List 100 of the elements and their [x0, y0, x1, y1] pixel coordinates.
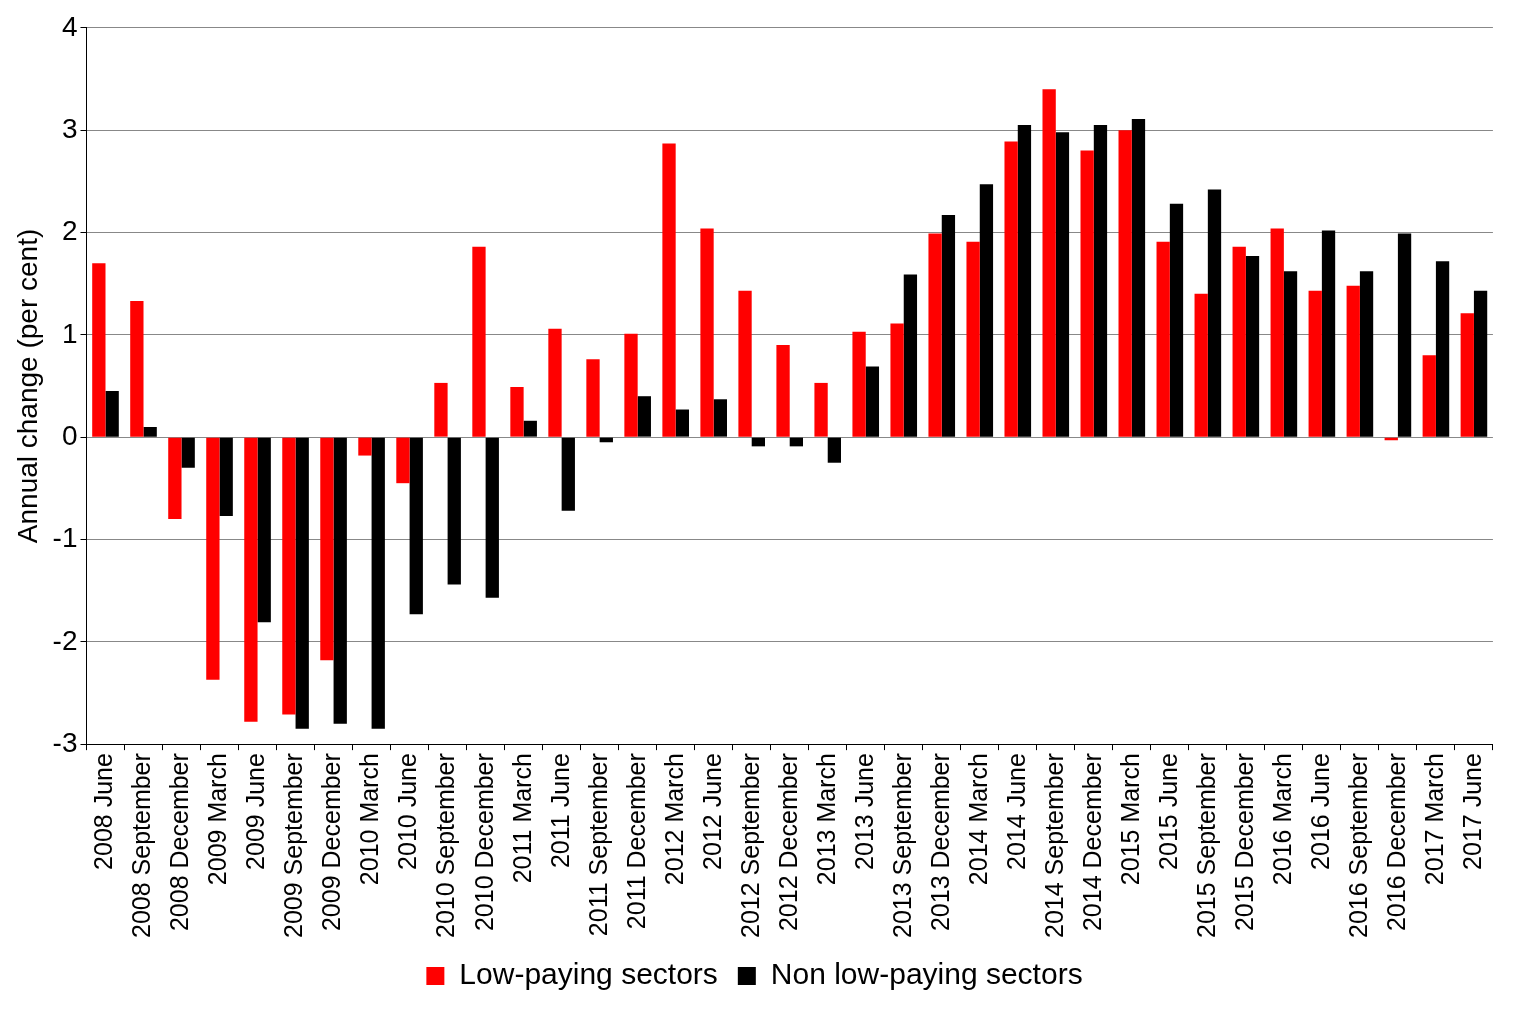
bar — [979, 184, 994, 437]
bar — [624, 333, 638, 437]
x-tick-label: 2009 June — [241, 753, 270, 870]
bar — [92, 263, 106, 437]
y-tick-label: -1 — [52, 522, 78, 554]
bar — [1397, 233, 1412, 437]
bar — [409, 437, 423, 615]
x-tick-label: 2011 September — [583, 753, 612, 937]
bar — [1232, 246, 1246, 437]
bar — [472, 246, 486, 437]
y-tick-label: -3 — [52, 726, 78, 758]
x-tick-label: 2009 December — [317, 753, 346, 932]
x-tick-label: 2010 December — [469, 753, 498, 932]
x-tick-label: 2015 December — [1229, 753, 1258, 932]
bar — [1156, 241, 1170, 437]
bar — [1270, 228, 1284, 437]
bar — [206, 437, 220, 680]
bar — [903, 274, 918, 437]
bar — [295, 437, 309, 729]
y-tick-label: 1 — [61, 317, 78, 349]
bar — [1422, 355, 1436, 437]
x-tick-label: 2012 June — [697, 753, 726, 870]
x-tick-label: 2014 June — [1001, 753, 1030, 870]
x-tick-label: 2012 March — [659, 753, 688, 886]
x-tick-label: 2010 September — [431, 753, 460, 939]
bar — [1321, 230, 1336, 437]
bar — [447, 437, 461, 585]
x-tick-label: 2013 September — [887, 753, 916, 939]
bar — [1055, 132, 1070, 437]
bar — [662, 143, 676, 437]
y-tick-label: 0 — [61, 419, 78, 451]
bar — [257, 437, 271, 623]
x-tick-label: 2017 June — [1457, 753, 1486, 870]
bar — [1207, 189, 1222, 437]
bar — [700, 228, 714, 437]
bar — [244, 437, 258, 722]
x-tick-label: 2015 June — [1153, 753, 1182, 870]
bar — [510, 387, 524, 437]
x-tick-label: 2014 March — [963, 753, 992, 886]
y-axis-title: Annual change (per cent) — [11, 228, 43, 544]
bar — [776, 345, 790, 437]
bar — [1435, 261, 1450, 437]
bar — [928, 233, 942, 437]
bar — [282, 437, 296, 715]
x-tick-label: 2014 September — [1039, 753, 1068, 939]
bar — [1308, 290, 1322, 437]
bar — [548, 328, 562, 437]
bar — [865, 366, 880, 437]
x-tick-label: 2012 December — [773, 753, 802, 932]
bar — [105, 391, 119, 437]
bar — [1473, 290, 1488, 437]
bar — [789, 437, 804, 447]
bar — [827, 437, 842, 463]
bar — [1131, 118, 1146, 437]
x-tick-label: 2009 March — [203, 753, 232, 886]
bar — [143, 426, 157, 437]
x-tick-label: 2011 March — [507, 753, 536, 884]
bar — [1460, 313, 1474, 437]
x-tick-label: 2016 September — [1343, 753, 1372, 939]
bar — [396, 437, 410, 484]
x-tick-label: 2011 June — [545, 753, 574, 869]
bar — [751, 437, 765, 447]
bar — [1346, 285, 1360, 437]
bar — [181, 437, 195, 468]
x-tick-label: 2015 September — [1191, 753, 1220, 939]
x-tick-label: 2011 December — [621, 753, 650, 930]
bar — [320, 437, 334, 661]
bar — [1093, 125, 1108, 437]
x-tick-label: 2008 September — [127, 753, 156, 939]
bar — [941, 215, 956, 437]
y-tick-label: 3 — [61, 112, 78, 144]
x-tick-label: 2013 December — [925, 753, 954, 932]
bar — [1080, 150, 1094, 437]
x-tick-label: 2013 June — [849, 753, 878, 870]
bar — [371, 437, 385, 729]
x-tick-label: 2013 March — [811, 753, 840, 886]
legend-label: Non low-paying sectors — [770, 957, 1083, 991]
x-tick-label: 2017 March — [1419, 753, 1448, 886]
legend-label: Low-paying sectors — [459, 957, 718, 991]
bar — [966, 241, 980, 437]
bar — [1004, 141, 1018, 437]
bar — [219, 437, 233, 516]
bar — [713, 399, 727, 437]
bar — [523, 420, 537, 437]
bar — [358, 437, 372, 456]
x-tick-label: 2015 March — [1115, 753, 1144, 886]
bar — [675, 409, 689, 437]
x-tick-label: 2010 March — [355, 753, 384, 886]
bar — [814, 382, 828, 437]
bar — [1042, 89, 1056, 437]
x-tick-label: 2008 June — [89, 753, 118, 870]
bar — [1169, 203, 1184, 437]
bar — [130, 301, 144, 437]
bar — [637, 396, 651, 437]
bar — [485, 437, 499, 598]
y-tick-label: 4 — [61, 10, 78, 42]
bar — [434, 382, 448, 437]
bar — [168, 437, 182, 520]
x-tick-label: 2016 March — [1267, 753, 1296, 886]
bar — [333, 437, 347, 724]
